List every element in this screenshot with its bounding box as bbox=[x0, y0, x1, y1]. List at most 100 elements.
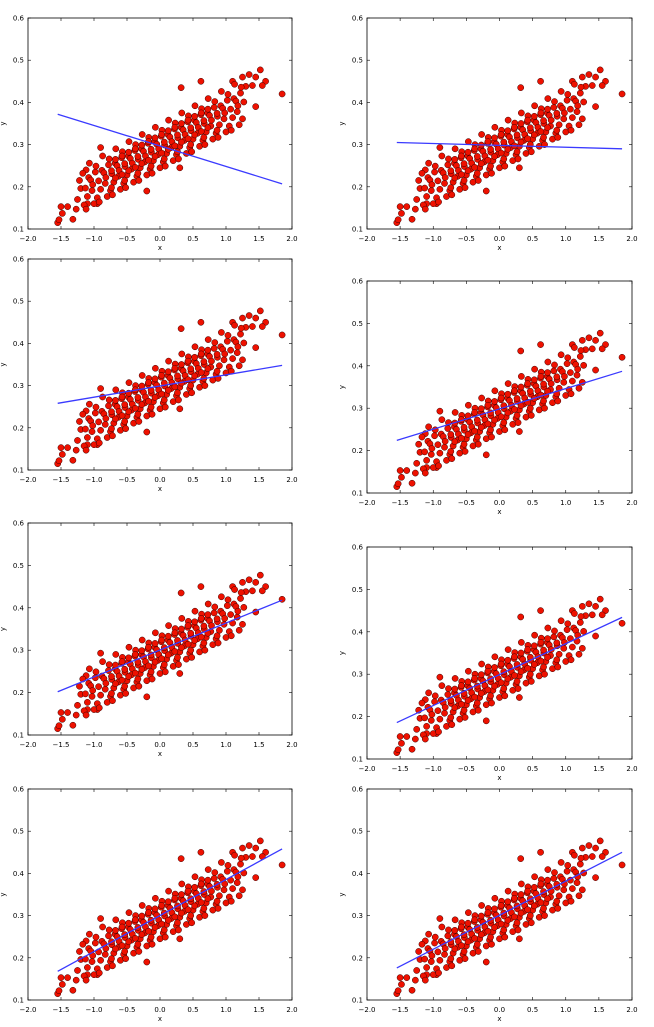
data-point bbox=[431, 168, 438, 176]
y-axis-label: y bbox=[338, 121, 346, 125]
data-point bbox=[102, 679, 110, 687]
data-point bbox=[398, 739, 405, 747]
data-point bbox=[221, 615, 229, 622]
data-point bbox=[278, 861, 286, 869]
x-tick-label: 0.0 bbox=[494, 1006, 505, 1014]
data-point bbox=[576, 860, 584, 868]
data-point bbox=[72, 205, 80, 213]
data-point bbox=[526, 387, 534, 395]
data-point bbox=[278, 331, 286, 339]
data-point bbox=[518, 880, 525, 888]
data-point bbox=[447, 714, 455, 721]
data-point bbox=[178, 350, 186, 358]
data-point bbox=[526, 404, 534, 412]
data-point bbox=[191, 873, 199, 881]
data-point bbox=[161, 668, 169, 676]
data-point bbox=[434, 441, 442, 449]
y-tick-label: 0.1 bbox=[13, 467, 24, 475]
data-point bbox=[563, 360, 571, 368]
data-point bbox=[148, 410, 156, 418]
data-point bbox=[487, 145, 494, 153]
data-point bbox=[398, 473, 405, 481]
data-point bbox=[526, 670, 534, 678]
data-point bbox=[176, 670, 184, 677]
plot-area bbox=[393, 595, 626, 756]
data-point bbox=[500, 138, 508, 146]
x-tick-label: 1.0 bbox=[220, 476, 231, 484]
data-point bbox=[571, 80, 578, 88]
data-point bbox=[165, 622, 172, 629]
data-point bbox=[403, 733, 411, 740]
data-point bbox=[421, 714, 428, 722]
x-axis-label: x bbox=[497, 1015, 501, 1023]
subplot-5: −2.0 −1.5 −1.0 −0.5 0.0 0.5 1.0 1.5 2.0 0.1 0.2 0.3… bbox=[0, 520, 298, 759]
data-point bbox=[200, 639, 208, 647]
data-point bbox=[497, 413, 505, 421]
data-point bbox=[204, 600, 212, 608]
x-tick-label: 0.0 bbox=[154, 476, 165, 484]
data-point bbox=[577, 347, 585, 354]
data-point bbox=[135, 177, 143, 184]
data-point bbox=[158, 390, 165, 398]
x-tick-label: −1.0 bbox=[425, 1006, 442, 1014]
data-point bbox=[500, 419, 508, 426]
data-point bbox=[516, 428, 523, 435]
data-point bbox=[204, 611, 212, 618]
data-point bbox=[554, 663, 562, 671]
data-point bbox=[435, 462, 442, 470]
x-axis-label: x bbox=[158, 1015, 162, 1023]
data-point bbox=[477, 405, 485, 412]
data-point bbox=[252, 844, 260, 852]
data-point bbox=[176, 164, 184, 172]
data-point bbox=[544, 895, 551, 903]
data-point bbox=[504, 127, 512, 135]
data-point bbox=[118, 171, 126, 178]
y-tick-label: 0.4 bbox=[13, 340, 25, 348]
data-point bbox=[551, 869, 558, 876]
data-point bbox=[460, 177, 468, 184]
data-point bbox=[197, 615, 205, 622]
data-point bbox=[218, 593, 225, 601]
data-point bbox=[516, 935, 523, 943]
data-point bbox=[204, 124, 212, 132]
data-point bbox=[108, 955, 115, 962]
data-point bbox=[504, 898, 512, 906]
data-point bbox=[64, 444, 71, 451]
data-point bbox=[537, 880, 545, 888]
y-tick-label: 0.4 bbox=[352, 362, 364, 370]
data-point bbox=[138, 912, 146, 920]
x-tick-label: 1.0 bbox=[220, 741, 231, 749]
data-point bbox=[578, 644, 586, 652]
data-point bbox=[441, 437, 449, 445]
data-point bbox=[513, 131, 521, 139]
data-point bbox=[482, 187, 490, 195]
x-tick-label: 0.0 bbox=[154, 741, 165, 749]
data-point bbox=[258, 82, 266, 89]
data-point bbox=[197, 880, 205, 888]
data-point bbox=[537, 77, 544, 85]
data-point bbox=[436, 144, 444, 151]
data-point bbox=[101, 951, 109, 958]
data-point bbox=[398, 210, 405, 217]
data-point bbox=[491, 123, 499, 131]
data-point bbox=[143, 428, 151, 436]
data-point bbox=[200, 358, 208, 365]
data-point bbox=[79, 169, 87, 177]
data-point bbox=[76, 418, 83, 425]
data-point bbox=[97, 144, 104, 151]
x-tick-label: 2.0 bbox=[286, 235, 297, 243]
data-point bbox=[544, 876, 551, 884]
data-point bbox=[151, 658, 159, 666]
data-point bbox=[188, 654, 196, 661]
y-tick-label: 0.5 bbox=[352, 586, 363, 594]
data-point bbox=[425, 689, 432, 697]
data-point bbox=[557, 88, 565, 95]
y-tick-label: 0.2 bbox=[352, 954, 363, 962]
data-point bbox=[491, 398, 498, 405]
data-point bbox=[554, 397, 562, 405]
data-point bbox=[188, 389, 196, 397]
y-axis-label: y bbox=[338, 385, 346, 389]
data-point bbox=[487, 692, 494, 700]
data-point bbox=[218, 329, 225, 336]
data-point bbox=[235, 626, 243, 634]
